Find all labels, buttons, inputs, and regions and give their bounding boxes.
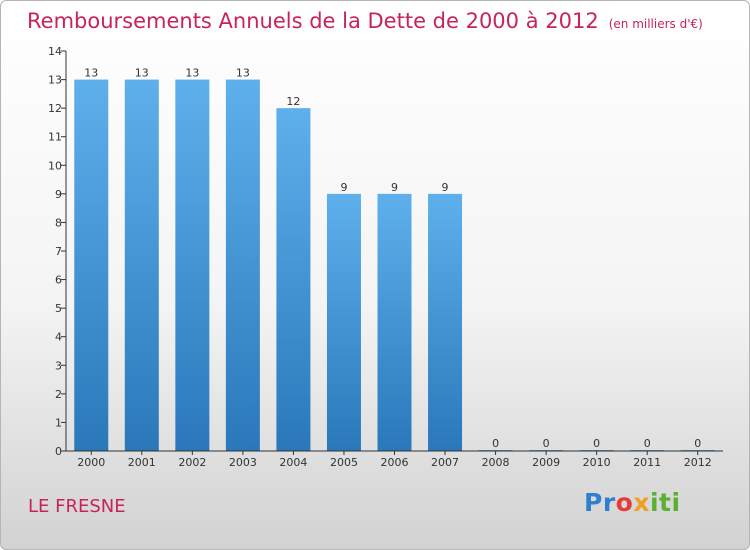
place-name: LE FRESNE	[28, 496, 126, 517]
x-tick-label: 2010	[583, 456, 611, 469]
x-tick-label: 2006	[381, 456, 409, 469]
x-tick-label: 2012	[684, 456, 712, 469]
bar	[276, 108, 311, 452]
bar	[175, 79, 210, 452]
y-tick-label: 0	[55, 445, 62, 458]
y-tick-label: 13	[48, 74, 62, 87]
y-tick-label: 1	[55, 416, 62, 429]
x-tick-label: 2004	[279, 456, 307, 469]
bar	[74, 79, 109, 452]
value-label: 9	[340, 181, 347, 194]
value-label: 13	[135, 67, 149, 80]
x-tick-label: 2008	[482, 456, 510, 469]
x-tick-label: 2007	[431, 456, 459, 469]
value-labels: 13 13 13 13 12 9 9 9 0 0 0 0 0	[84, 67, 701, 450]
x-tick-label: 2000	[77, 456, 105, 469]
value-label: 0	[593, 437, 600, 450]
bar	[377, 193, 412, 451]
value-label: 13	[84, 67, 98, 80]
bar	[428, 193, 463, 451]
x-tick-label: 2011	[633, 456, 661, 469]
y-tick-label: 12	[48, 102, 62, 115]
bar	[326, 193, 361, 451]
x-tick-label: 2005	[330, 456, 358, 469]
value-label: 0	[543, 437, 550, 450]
x-tick-label: 2003	[229, 456, 257, 469]
chart-unit-note: (en milliers d'€)	[608, 17, 703, 31]
value-label: 13	[236, 67, 250, 80]
x-tick-label: 2009	[532, 456, 560, 469]
value-label: 12	[286, 95, 300, 108]
value-label: 9	[391, 181, 398, 194]
value-label: 0	[644, 437, 651, 450]
y-tick-label: 9	[55, 188, 62, 201]
y-tick-label: 10	[48, 159, 62, 172]
y-tick-label: 3	[55, 359, 62, 372]
y-tick-label: 8	[55, 216, 62, 229]
y-tick-label: 11	[48, 131, 62, 144]
chart-title-text: Remboursements Annuels de la Dette de 20…	[27, 9, 599, 33]
y-tick-label: 7	[55, 245, 62, 258]
proxiti-logo[interactable]: Proxiti	[584, 488, 681, 517]
chart-title: Remboursements Annuels de la Dette de 20…	[27, 9, 703, 33]
y-tick-label: 14	[48, 45, 62, 58]
x-tick-label: 2001	[128, 456, 156, 469]
y-tick-label: 2	[55, 388, 62, 401]
value-label: 0	[694, 437, 701, 450]
bar	[124, 79, 159, 452]
y-tick-label: 4	[55, 331, 62, 344]
bars	[74, 79, 715, 452]
bar	[225, 79, 260, 452]
x-tick-label: 2002	[178, 456, 206, 469]
value-label: 0	[492, 437, 499, 450]
value-label: 13	[185, 67, 199, 80]
y-tick-label: 5	[55, 302, 62, 315]
y-tick-label: 6	[55, 274, 62, 287]
x-axis-labels: 2000 2001 2002 2003 2004 2005 2006 2007 2008 2009…	[77, 451, 712, 469]
value-label: 9	[442, 181, 449, 194]
